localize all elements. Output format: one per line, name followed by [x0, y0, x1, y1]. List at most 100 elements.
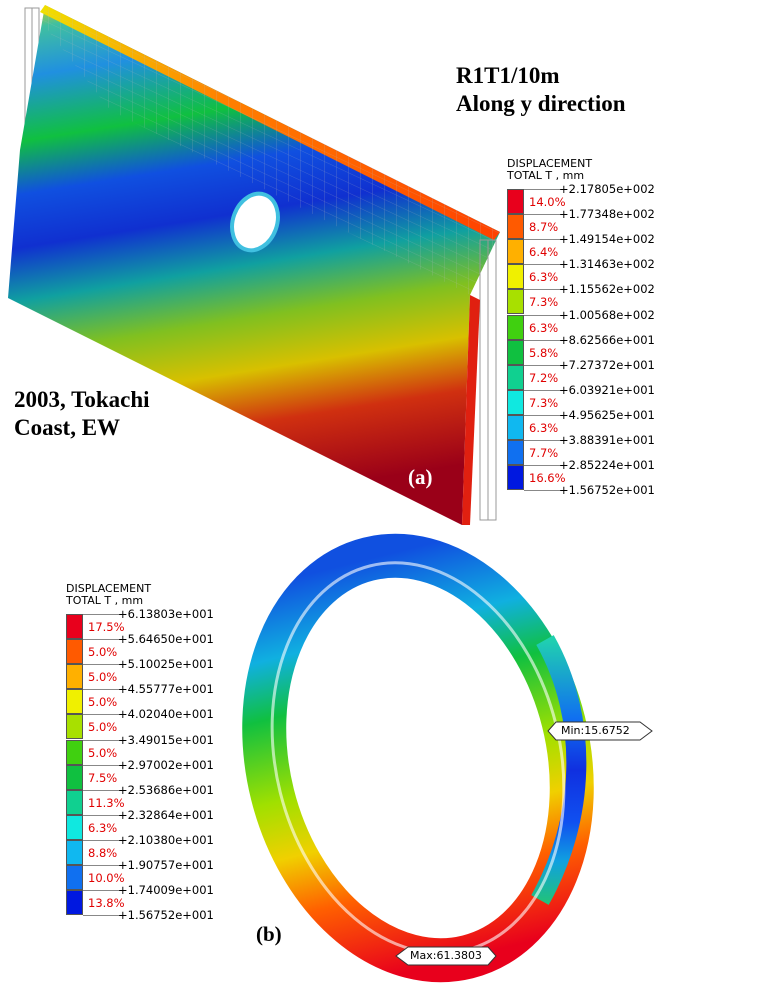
legend-b-tick	[83, 839, 123, 841]
legend-b-tick	[83, 739, 123, 741]
legend-b-swatch	[66, 639, 83, 665]
legend-a-tick	[524, 465, 564, 467]
legend-a-swatch	[507, 289, 524, 315]
legend-b-swatch	[66, 789, 83, 815]
legend-a-tick	[524, 264, 564, 266]
legend-b-percent: 5.0%	[88, 670, 118, 685]
legend-b-value: +2.53686e+001	[118, 782, 214, 797]
legend-a-tick	[524, 389, 564, 391]
legend-b-tick	[83, 814, 123, 816]
legend-a-percent: 14.0%	[529, 195, 566, 209]
legend-a-tick	[524, 490, 564, 492]
legend-a-tick	[524, 239, 564, 241]
legend-b-tick	[83, 639, 123, 641]
legend-b-tick	[83, 915, 123, 917]
legend-b-percent: 7.5%	[88, 770, 118, 785]
legend-b-tick	[83, 789, 123, 791]
legend-a-subtitle: TOTAL T , mm	[507, 169, 585, 182]
legend-a-swatch	[507, 314, 524, 340]
legend-b-value: +6.13803e+001	[118, 607, 214, 621]
legend-b-swatch	[66, 814, 83, 840]
legend-b-title: DISPLACEMENT	[66, 582, 152, 595]
legend-b-swatch	[66, 865, 83, 891]
legend-b-value: +3.49015e+001	[118, 732, 214, 747]
legend-b-percent: 8.8%	[88, 845, 118, 860]
legend-b-tick	[83, 614, 123, 615]
legend-b-percent: 10.0%	[88, 871, 125, 885]
legend-b-swatch	[66, 764, 83, 790]
right-frame	[479, 239, 497, 521]
legend-b-swatch	[66, 839, 83, 865]
legend-a-percent: 7.7%	[529, 446, 559, 460]
legend-a-swatch	[507, 414, 524, 440]
legend-b-tick	[83, 714, 123, 716]
legend-b-swatch	[66, 689, 83, 715]
legend-a-swatch	[507, 440, 524, 466]
legend-a-tick	[524, 364, 564, 366]
legend-a-percent: 5.8%	[529, 345, 559, 360]
legend-a-tick	[524, 414, 564, 416]
legend-b-value: +2.97002e+001	[118, 757, 214, 772]
legend-a-percent: 16.6%	[529, 471, 566, 486]
legend-b: DISPLACEMENT TOTAL T , mm +6.13803e+001 +…	[66, 582, 214, 927]
legend-b-swatch	[66, 714, 83, 740]
legend-a-value: +1.15562e+002	[559, 282, 655, 297]
legend-a-swatch	[507, 389, 524, 415]
legend-b-percent: 5.0%	[88, 695, 118, 710]
legend-b-value: +5.10025e+001	[118, 657, 214, 672]
legend-b-percent: 17.5%	[88, 620, 125, 634]
legend-a-tick	[524, 289, 564, 291]
legend-a-percent: 6.3%	[529, 320, 559, 335]
legend-b-tick	[83, 689, 123, 691]
min-callout	[547, 721, 653, 741]
legend-a-title: DISPLACEMENT	[507, 157, 593, 170]
legend-a-percent: 6.3%	[529, 420, 559, 435]
max-label: Max:61.3803	[410, 949, 482, 962]
legend-b-swatch	[66, 890, 83, 916]
legend-b-tick	[83, 865, 123, 866]
legend-b-swatch	[66, 739, 83, 765]
legend-a-value: +6.03921e+001	[559, 382, 655, 397]
legend-b-tick	[83, 764, 123, 766]
legend-a-percent: 7.3%	[529, 395, 559, 410]
legend-b-percent: 5.0%	[88, 645, 118, 660]
legend-a-swatch	[507, 465, 524, 491]
legend-b-subtitle: TOTAL T , mm	[66, 594, 144, 607]
min-label: Min:15.6752	[561, 724, 630, 737]
legend-a-value: +1.77348e+002	[559, 207, 655, 222]
legend-a-swatch	[507, 189, 524, 215]
legend-b-value: +2.10380e+001	[118, 832, 214, 847]
legend-a-percent: 6.4%	[529, 245, 559, 260]
legend-a-value: +8.62566e+001	[559, 332, 655, 347]
panel-b-tag: (b)	[256, 922, 282, 946]
legend-a-tick	[524, 339, 564, 341]
legend-a-percent: 7.3%	[529, 295, 559, 310]
legend-b-value: +4.02040e+001	[118, 707, 214, 722]
legend-b-tick	[83, 664, 123, 666]
legend-a-swatch	[507, 264, 524, 290]
legend-b-percent: 5.0%	[88, 745, 118, 760]
legend-a-swatch	[507, 239, 524, 265]
legend-a-value: +1.56752e+001	[559, 483, 655, 498]
legend-a-tick	[524, 314, 564, 316]
legend-a-value: +2.17805e+002	[559, 182, 655, 196]
legend-a-percent: 7.2%	[529, 370, 559, 385]
legend-b-swatch	[66, 664, 83, 690]
legend-a-tick	[524, 440, 564, 441]
legend-b-value: +1.74009e+001	[118, 883, 214, 898]
legend-b-swatch	[66, 614, 83, 640]
wall-surface	[8, 5, 500, 525]
panel-a-tag: (a)	[408, 465, 433, 489]
legend-b-value: +1.56752e+001	[118, 908, 214, 923]
legend-a-swatch	[507, 339, 524, 365]
legend-a-value: +1.31463e+002	[559, 257, 655, 272]
legend-b-percent: 11.3%	[88, 795, 125, 810]
legend-a-swatch	[507, 364, 524, 390]
legend-a-value: +1.49154e+002	[559, 232, 655, 247]
legend-b-value: +1.90757e+001	[118, 858, 214, 872]
run-title: R1T1/10m Along y direction	[456, 63, 626, 116]
tunnel-opening	[230, 191, 280, 253]
legend-a-tick	[524, 189, 564, 190]
legend-b-value: +4.55777e+001	[118, 682, 214, 697]
